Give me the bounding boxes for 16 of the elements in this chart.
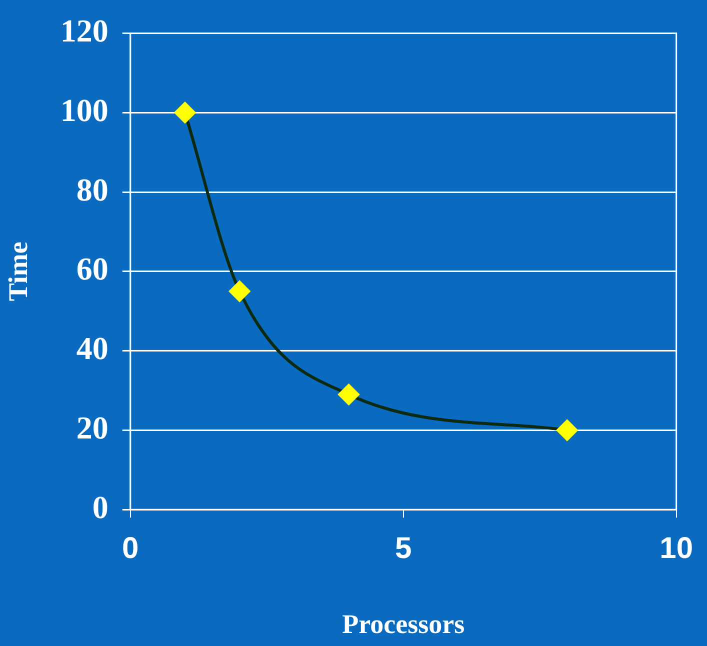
y-tick-label: 60 — [76, 250, 108, 287]
point — [174, 102, 196, 124]
point — [556, 420, 578, 441]
point — [338, 384, 360, 405]
x-tick-label: 0 — [122, 532, 139, 565]
y-axis-title: Time — [3, 242, 34, 302]
y-tick-label: 0 — [92, 488, 108, 525]
y-tick-label: 100 — [60, 92, 108, 128]
point — [229, 280, 250, 302]
y-tick-label: 80 — [76, 171, 108, 208]
y-tick-label: 120 — [60, 12, 108, 48]
x-tick-label: 5 — [395, 532, 412, 565]
x-tick-label: 10 — [660, 532, 694, 565]
x-axis-title: Processors — [342, 608, 465, 639]
y-tick-label: 40 — [76, 330, 108, 366]
y-tick-label: 20 — [76, 409, 108, 446]
